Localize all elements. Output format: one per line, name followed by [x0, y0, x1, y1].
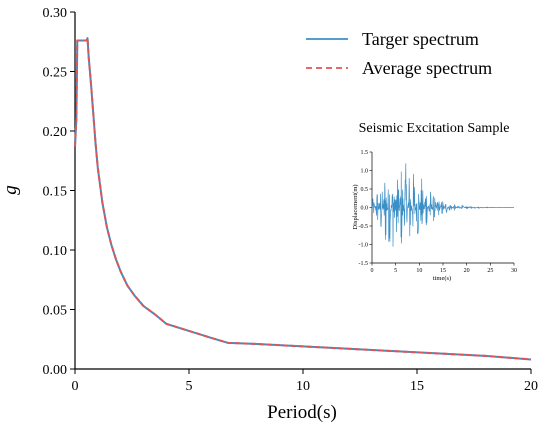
- inset-x-tick-label: 15: [440, 268, 446, 274]
- series-line-average-spectrum: [74, 37, 532, 361]
- legend-label-target: Targer spectrum: [362, 29, 479, 49]
- y-tick-label: 0.10: [43, 244, 68, 259]
- y-tick-label: 0.25: [43, 66, 68, 81]
- inset-series-layer: [371, 163, 514, 247]
- series-line-target-spectrum: [74, 37, 532, 361]
- inset-y-tick-label: 1.0: [361, 169, 369, 175]
- inset-seismic-trace: [371, 163, 514, 247]
- inset-x-tick-label: 20: [464, 268, 470, 274]
- y-axis-ticks: 0.00 0.05 0.10 0.15 0.20 0.25 0.30: [43, 6, 75, 378]
- legend: Targer spectrum Average spectrum: [306, 29, 492, 78]
- series-layer: [74, 37, 532, 361]
- y-tick-label: 0.05: [43, 304, 68, 319]
- x-tick-label: 10: [296, 379, 310, 394]
- y-axis-title: g: [0, 185, 21, 195]
- y-tick-label: 0.00: [43, 363, 68, 378]
- x-tick-label: 5: [186, 379, 193, 394]
- inset-x-axis-title: time(s): [433, 275, 451, 282]
- y-tick-label: 0.30: [43, 6, 68, 21]
- inset-chart: Seismic Excitation Sample 1.5 1.0 0.5 0.0 -0…: [352, 121, 517, 282]
- inset-y-ticks: 1.5 1.0 0.5 0.0 -0.5 -1.0 -1.5: [359, 150, 372, 267]
- inset-x-tick-label: 5: [394, 268, 397, 274]
- inset-y-tick-label: -0.5: [359, 224, 369, 230]
- inset-y-tick-label: -1.5: [359, 261, 369, 267]
- inset-x-tick-label: 10: [416, 268, 422, 274]
- inset-x-ticks: 0 5 10 15 20 25 30: [371, 263, 517, 274]
- x-tick-label: 20: [524, 379, 538, 394]
- y-tick-label: 0.20: [43, 125, 68, 140]
- x-tick-label: 0: [72, 379, 79, 394]
- inset-y-tick-label: 0.0: [361, 206, 369, 212]
- legend-label-average: Average spectrum: [362, 58, 492, 78]
- inset-x-tick-label: 25: [487, 268, 493, 274]
- x-tick-label: 15: [410, 379, 424, 394]
- x-axis-title: Period(s): [267, 402, 337, 423]
- inset-title: Seismic Excitation Sample: [359, 121, 510, 136]
- inset-x-tick-label: 30: [511, 268, 517, 274]
- inset-x-tick-label: 0: [371, 268, 374, 274]
- x-axis-ticks: 0 5 10 15 20: [72, 369, 538, 394]
- inset-y-axis-title: Displacement(m): [352, 184, 359, 229]
- inset-y-tick-label: 0.5: [361, 187, 369, 193]
- inset-y-tick-label: -1.0: [359, 243, 369, 249]
- y-tick-label: 0.15: [43, 185, 68, 200]
- inset-y-tick-label: 1.5: [361, 150, 369, 156]
